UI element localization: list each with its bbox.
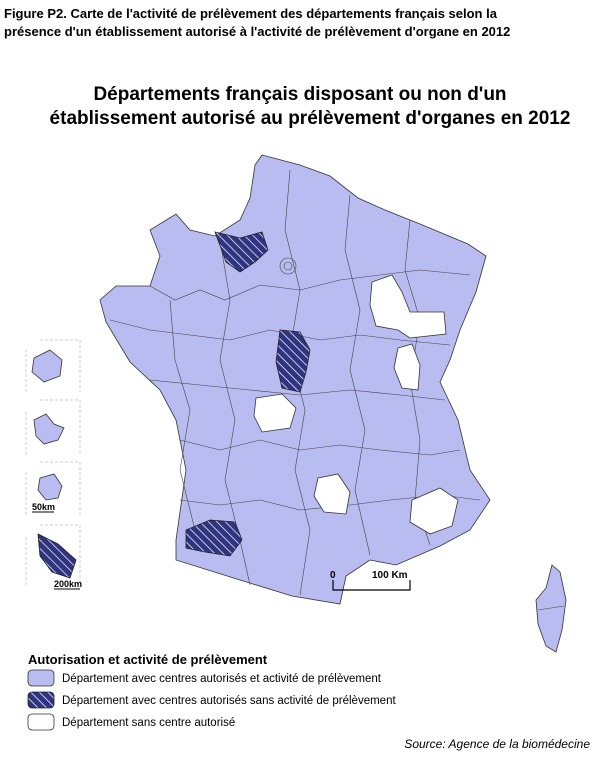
legend-item: Département avec centres autorisés sans … [62, 695, 396, 707]
inset-territory [37, 533, 77, 579]
unauthorized-region [313, 473, 351, 515]
corsica [535, 564, 567, 653]
inset-territory [33, 413, 65, 445]
no-activity-region [275, 329, 311, 393]
legend: Autorisation et activité de prélèvement … [27, 652, 396, 731]
inset-territory [31, 349, 63, 383]
unauthorized-region [253, 393, 297, 433]
legend-item: Département sans centre autorisé [62, 717, 235, 729]
inset-scale: 200km [54, 579, 82, 589]
legend-swatch [27, 691, 55, 709]
legend-swatch [27, 713, 55, 731]
caption-line: Figure P2. Carte de l'activité de prélèv… [4, 6, 498, 21]
inset-territory [37, 473, 63, 501]
corsica-border [537, 605, 565, 611]
no-activity-region [214, 231, 269, 273]
map-title: Départements français disposant ou non d… [93, 84, 506, 105]
no-activity-region [185, 519, 243, 557]
scale-label: 100 Km [372, 570, 408, 581]
unauthorized-region [393, 343, 421, 391]
legend-swatch [27, 669, 55, 687]
caption-line: présence d'un établissement autorisé à l… [4, 24, 510, 39]
legend-item: Département avec centres autorisés et ac… [62, 673, 382, 685]
scale-label: 0 [330, 570, 336, 581]
unauthorized-region [369, 274, 447, 339]
overseas-insets: 50km 200km [25, 339, 82, 590]
scale-bar: 0 100 Km [330, 570, 411, 591]
source: Source: Agence de la biomédecine [404, 737, 590, 751]
unauthorized-region [409, 487, 459, 535]
france-map [99, 154, 567, 653]
inset-scale: 50km [32, 502, 55, 512]
map-title: établissement autorisé au prélèvement d'… [50, 108, 571, 129]
legend-title: Autorisation et activité de prélèvement [28, 652, 268, 667]
